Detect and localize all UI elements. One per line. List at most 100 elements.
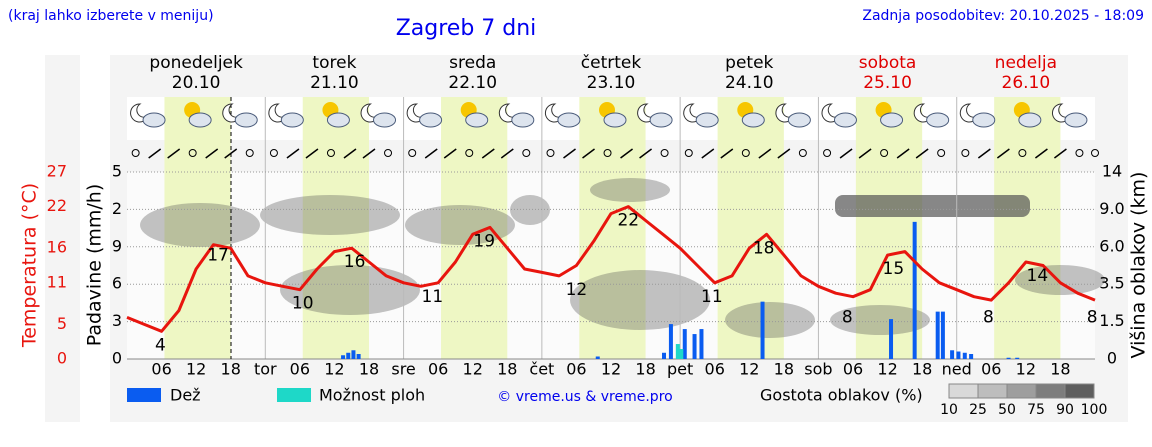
- density-tick: 50: [998, 402, 1016, 418]
- temp-label: 11: [701, 287, 723, 307]
- hour-label: 18: [497, 360, 517, 379]
- temp-label: 19: [473, 231, 495, 251]
- day-name: sreda: [449, 53, 496, 73]
- rain-bar: [962, 352, 967, 359]
- precip-axis-title: Padavine (mm/h): [84, 184, 106, 347]
- cloud-icon: [649, 112, 673, 128]
- rain-bar: [940, 311, 945, 359]
- wind-calm: [245, 149, 254, 157]
- hour-label: 18: [635, 360, 655, 379]
- density-swatch: [948, 383, 979, 399]
- hour-label: 18: [774, 360, 794, 379]
- cloud-icon: [972, 112, 996, 128]
- daylight-band: [441, 97, 508, 359]
- wind-barb: [148, 148, 162, 159]
- cloud-icon: [695, 112, 719, 128]
- rain-bar: [662, 352, 667, 359]
- wind-barb: [839, 148, 853, 159]
- cloud-blob: [830, 305, 930, 335]
- density-tick: 25: [969, 402, 987, 418]
- cloud-icon: [787, 112, 811, 128]
- wind-calm: [1075, 149, 1084, 157]
- wind-barb: [639, 148, 653, 159]
- daylight-band: [994, 97, 1061, 359]
- temp-label: 14: [1027, 266, 1049, 286]
- cloud-blob: [280, 265, 420, 315]
- cloud-blob: [835, 195, 1030, 217]
- showers-bar: [679, 349, 684, 359]
- density-swatch: [1006, 383, 1037, 399]
- cloud-blob: [590, 178, 670, 202]
- wind-calm: [1018, 149, 1027, 157]
- wind-barb: [443, 148, 457, 159]
- cloud-blob: [140, 203, 260, 247]
- cloud-icon: [419, 112, 443, 128]
- temp-label: 8: [1087, 308, 1098, 328]
- updated: Zadnja posodobitev: 20.10.2025 - 18:09: [862, 8, 1144, 24]
- day-date: 24.10: [725, 73, 774, 93]
- cloud-axis-title: Višina oblakov (km): [1128, 172, 1150, 359]
- wind-barb: [758, 148, 772, 159]
- rain-bar: [351, 350, 356, 359]
- density-tick: 10: [940, 402, 958, 418]
- density-scale: 10 25 50 75 90 100: [940, 383, 1107, 418]
- wind-calm: [937, 149, 946, 157]
- cloud-icon: [142, 112, 166, 128]
- showers-bar: [675, 344, 680, 359]
- hour-label: 12: [1016, 360, 1036, 379]
- wind-barb: [424, 148, 438, 159]
- wind-calm: [961, 149, 970, 157]
- daylight-band: [717, 97, 784, 359]
- wind-calm: [522, 149, 531, 157]
- rain-bar: [1015, 357, 1020, 359]
- temp-tick-label: 22: [47, 196, 67, 215]
- cloud-tick-label: 6.0: [1099, 236, 1124, 255]
- hour-label: 12: [324, 360, 344, 379]
- wind-calm: [660, 149, 669, 157]
- hour-label: 12: [739, 360, 759, 379]
- wind-calm: [684, 149, 693, 157]
- hour-label: 06: [428, 360, 448, 379]
- day-abbr: sob: [804, 360, 832, 379]
- rain-bar: [760, 301, 765, 359]
- wind-row: [131, 148, 1099, 159]
- hour-label: 06: [566, 360, 586, 379]
- wind-calm: [465, 149, 474, 157]
- wind-barb: [286, 148, 300, 159]
- cloud-tick-label: 1.5: [1099, 311, 1124, 330]
- hour-label: 06: [151, 360, 171, 379]
- day-date: 23.10: [587, 73, 636, 93]
- cloud-icon: [557, 112, 581, 128]
- cloud-icon: [234, 112, 258, 128]
- density-tick: 90: [1056, 402, 1074, 418]
- cloud-icon: [926, 112, 950, 128]
- cloud-icon: [1018, 112, 1042, 128]
- wind-barb: [1034, 148, 1048, 159]
- rain-bar: [912, 221, 917, 359]
- daylight-band: [302, 97, 369, 359]
- day-date: 20.10: [172, 73, 221, 93]
- wind-calm: [603, 149, 612, 157]
- wind-barb: [701, 148, 715, 159]
- rain-bar: [595, 356, 600, 359]
- legend-showers: Možnost ploh: [319, 386, 425, 405]
- rain-bar: [692, 334, 697, 359]
- day-name: torek: [312, 53, 356, 73]
- temp-label: 17: [207, 245, 229, 265]
- wind-barb: [858, 148, 872, 159]
- day-abbr: tor: [254, 360, 277, 379]
- wind-barb: [481, 148, 495, 159]
- temp-tick-label: 5: [57, 314, 67, 333]
- temp-label: 11: [422, 287, 444, 307]
- temp-tick-label: 27: [47, 162, 67, 181]
- cloud-icon: [280, 112, 304, 128]
- rain-bar: [682, 329, 687, 359]
- cloud-icon: [511, 112, 535, 128]
- rain-bar: [1006, 357, 1011, 359]
- wind-calm: [823, 149, 832, 157]
- wind-calm: [546, 149, 555, 157]
- temp-label: 12: [566, 280, 588, 300]
- wind-barb: [582, 148, 595, 159]
- hint: (kraj lahko izberete v meniju): [8, 8, 214, 24]
- temp-tick-label: 16: [47, 238, 67, 257]
